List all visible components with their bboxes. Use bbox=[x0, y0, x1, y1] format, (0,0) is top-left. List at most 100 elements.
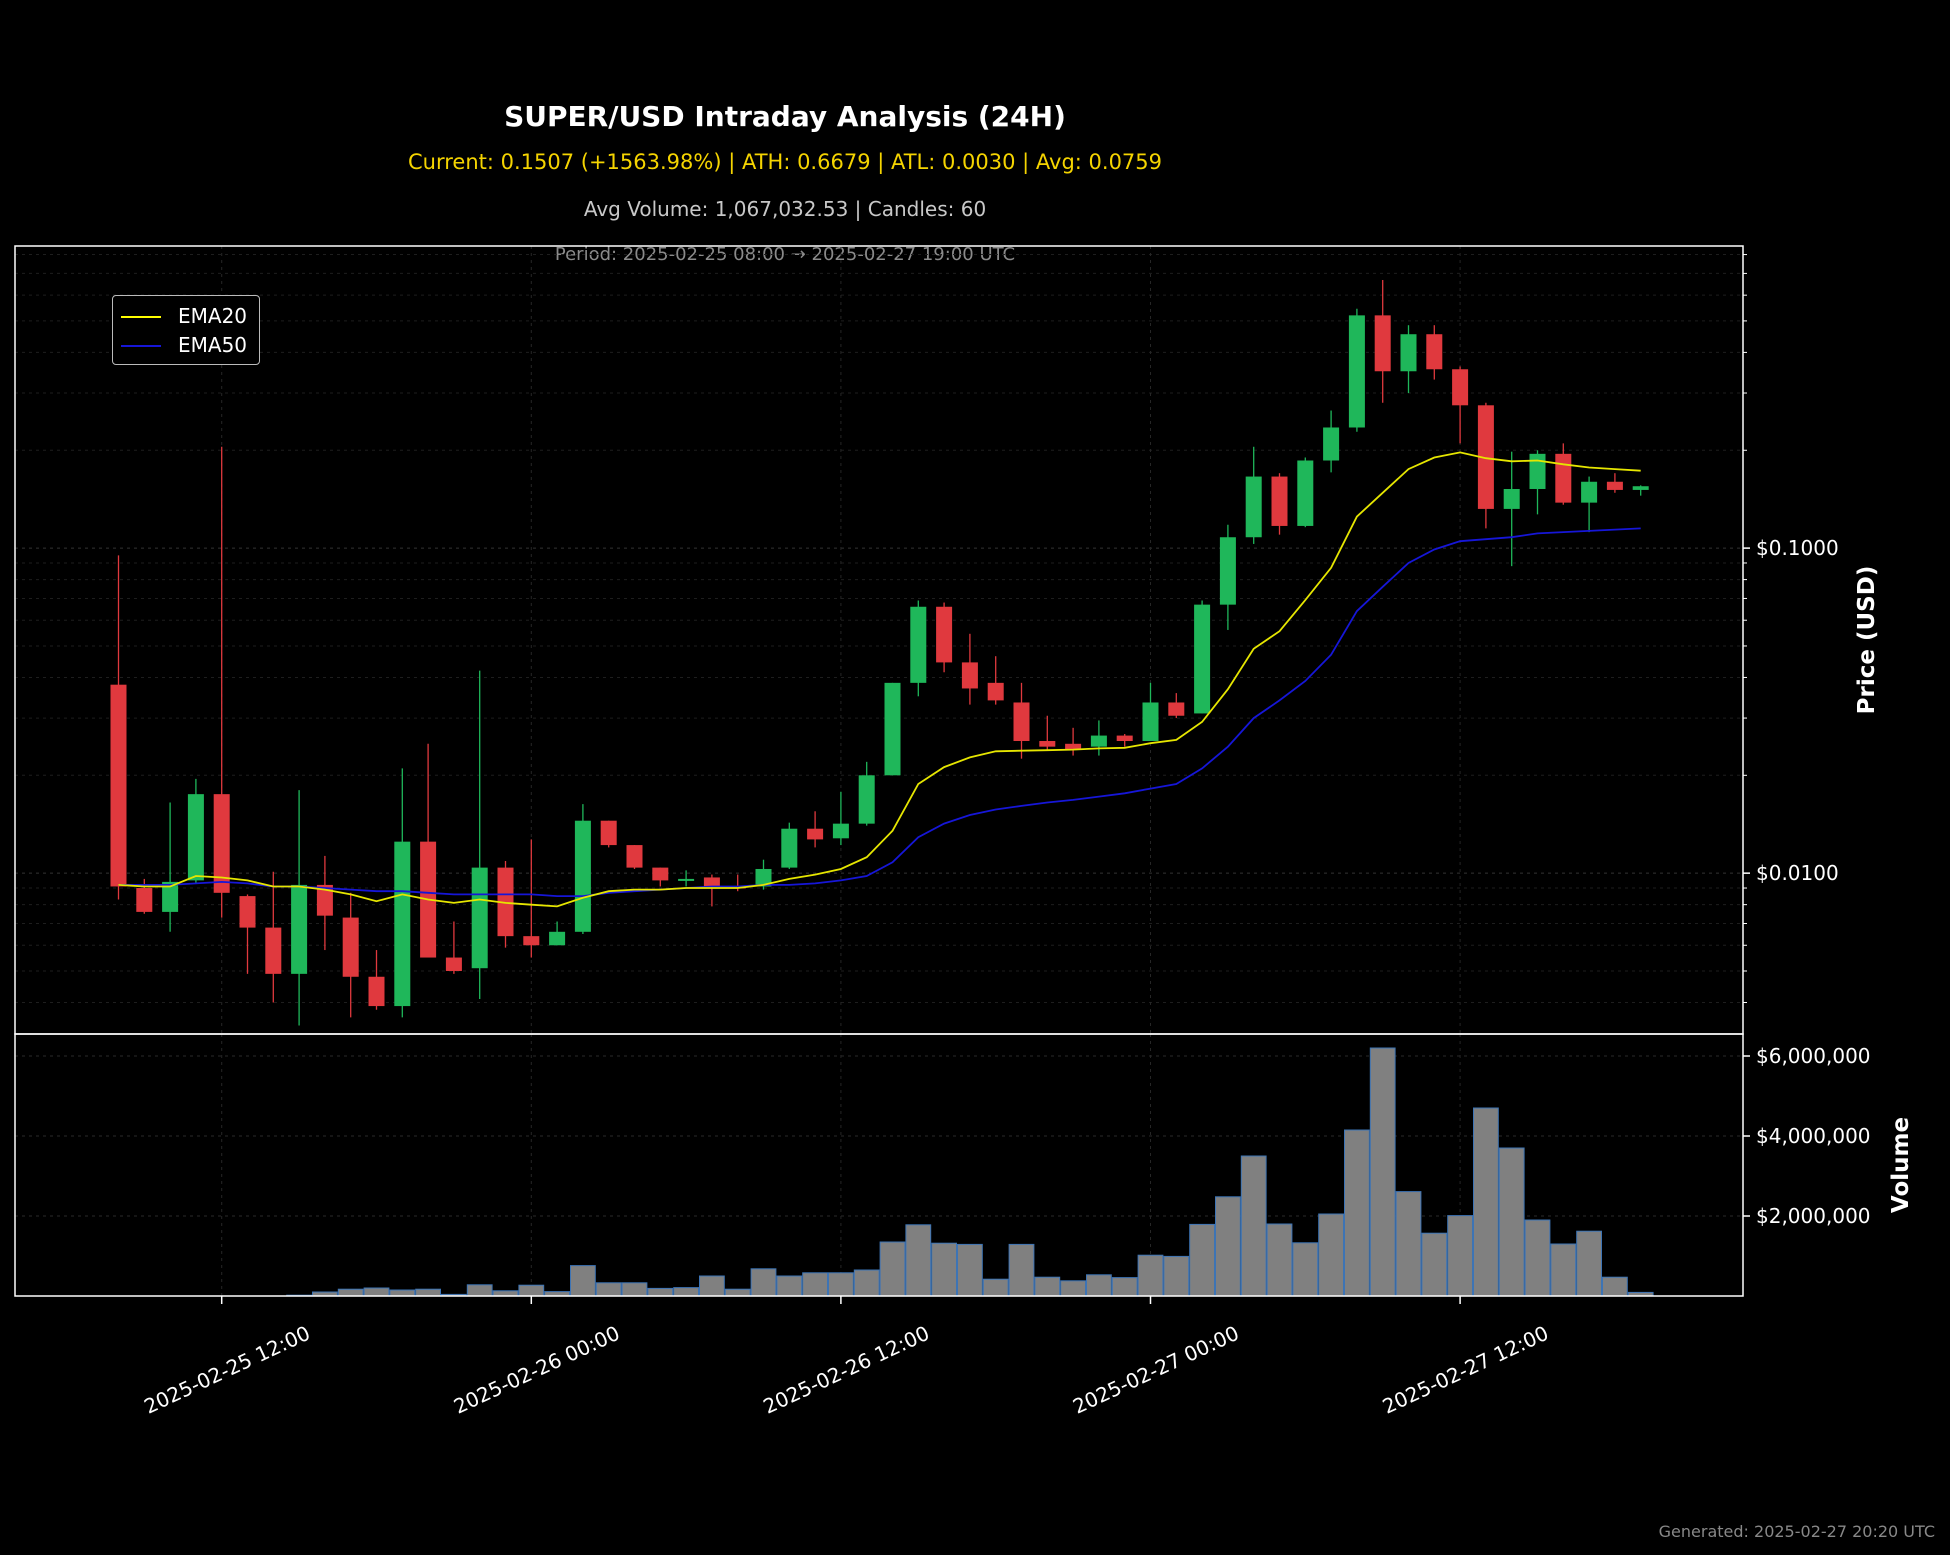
legend-label-ema20: EMA20 bbox=[178, 304, 248, 328]
volume-bar bbox=[673, 1287, 700, 1297]
candle-body bbox=[394, 841, 411, 1007]
candle bbox=[1297, 457, 1314, 528]
candle-body bbox=[1142, 702, 1159, 742]
candle-body bbox=[265, 927, 282, 974]
candle bbox=[910, 600, 927, 697]
candle bbox=[213, 446, 230, 918]
volume-bar bbox=[802, 1272, 829, 1297]
candle-body bbox=[1297, 460, 1314, 526]
price-axis-label: Price (USD) bbox=[1854, 566, 1880, 715]
volume-bar bbox=[570, 1265, 596, 1297]
candle-body bbox=[1477, 405, 1494, 509]
volume-bar bbox=[492, 1290, 519, 1297]
volume-bar bbox=[1266, 1223, 1293, 1297]
time-tick-label: 2025-02-25 12:00 bbox=[140, 1321, 313, 1419]
candle bbox=[1426, 325, 1443, 380]
candle bbox=[652, 867, 669, 887]
candle-body bbox=[368, 976, 385, 1007]
volume-bar bbox=[1498, 1147, 1525, 1297]
stats-subtitle: Current: 0.1507 (+1563.98%) | ATH: 0.667… bbox=[407, 150, 1163, 174]
volume-bar bbox=[931, 1242, 958, 1297]
candle bbox=[1477, 402, 1494, 529]
volume-bar bbox=[1292, 1242, 1319, 1297]
candle-body bbox=[1065, 743, 1082, 750]
chart-title: SUPER/USD Intraday Analysis (24H) bbox=[504, 100, 1066, 133]
legend-swatch-ema50 bbox=[121, 345, 161, 347]
candle bbox=[110, 555, 127, 900]
candle-body bbox=[1039, 741, 1056, 747]
candle bbox=[1374, 280, 1391, 403]
volume-bar bbox=[647, 1287, 674, 1297]
candle-body bbox=[1426, 334, 1443, 370]
volume-bar bbox=[750, 1268, 777, 1297]
candle bbox=[1013, 682, 1030, 759]
candle bbox=[703, 874, 720, 907]
candle bbox=[1065, 727, 1082, 756]
candle bbox=[497, 860, 514, 948]
candle-body bbox=[832, 823, 849, 839]
candle bbox=[1555, 443, 1572, 505]
legend-label-ema50: EMA50 bbox=[178, 333, 248, 357]
candle bbox=[1194, 600, 1211, 714]
time-tick-label: 2025-02-27 12:00 bbox=[1379, 1321, 1552, 1419]
candle-body bbox=[1116, 735, 1133, 742]
volume-bar bbox=[621, 1282, 648, 1297]
volume-bar bbox=[466, 1284, 493, 1297]
candle bbox=[471, 670, 488, 1000]
candle-body bbox=[987, 682, 1004, 701]
candle bbox=[858, 761, 875, 826]
candle-body bbox=[626, 845, 643, 868]
price-tick-label: $0.1000 bbox=[1756, 536, 1839, 560]
volume-bars bbox=[286, 1047, 1654, 1297]
candle-body bbox=[162, 881, 179, 912]
candle bbox=[574, 804, 591, 934]
candle bbox=[291, 790, 308, 1026]
candle-body bbox=[342, 917, 359, 977]
volume-bar bbox=[853, 1269, 880, 1297]
time-tick-label: 2025-02-26 12:00 bbox=[760, 1321, 933, 1419]
candle bbox=[987, 656, 1004, 705]
candle-body bbox=[1168, 702, 1185, 716]
candle bbox=[187, 778, 204, 884]
candle-body bbox=[678, 878, 695, 881]
candle-body bbox=[600, 820, 617, 846]
volume-bar bbox=[1163, 1255, 1190, 1297]
axes-frame bbox=[14, 245, 1744, 1297]
volume-bar bbox=[1602, 1276, 1628, 1297]
candle-body bbox=[291, 884, 308, 974]
volume-bar bbox=[1395, 1191, 1422, 1297]
candle-body bbox=[1013, 702, 1030, 742]
volume-bar bbox=[1008, 1243, 1035, 1297]
ema-lines bbox=[118, 451, 1641, 908]
candle bbox=[549, 921, 566, 946]
volume-bar bbox=[905, 1224, 932, 1297]
volume-bar bbox=[699, 1275, 725, 1297]
candle bbox=[1323, 410, 1340, 473]
volume-bar bbox=[1111, 1277, 1138, 1297]
volume-bar bbox=[595, 1282, 622, 1297]
candle-body bbox=[316, 884, 333, 916]
candlestick-series bbox=[110, 280, 1649, 1026]
volume-bar bbox=[1344, 1129, 1370, 1297]
candle-body bbox=[884, 682, 901, 776]
volume-bar bbox=[879, 1241, 906, 1297]
candle bbox=[832, 791, 849, 846]
volume-axes-frame bbox=[14, 1033, 1744, 1297]
price-axes-frame bbox=[14, 245, 1744, 1035]
candle-body bbox=[497, 867, 514, 937]
candle-body bbox=[1503, 488, 1520, 509]
generated-timestamp: Generated: 2025-02-27 20:20 UTC bbox=[1658, 1522, 1935, 1541]
candle bbox=[678, 870, 695, 887]
candle bbox=[807, 811, 824, 848]
legend-swatch-ema20 bbox=[121, 316, 161, 318]
candle bbox=[1039, 715, 1056, 750]
volume-bar bbox=[1524, 1219, 1551, 1297]
volume-bar bbox=[1447, 1215, 1473, 1297]
candle bbox=[1632, 485, 1649, 496]
candle bbox=[1168, 693, 1185, 719]
candle bbox=[523, 839, 540, 958]
candle-body bbox=[781, 828, 798, 868]
price-tick-label: $0.0100 bbox=[1756, 861, 1839, 885]
volume-axis-label: Volume bbox=[1888, 1117, 1914, 1213]
